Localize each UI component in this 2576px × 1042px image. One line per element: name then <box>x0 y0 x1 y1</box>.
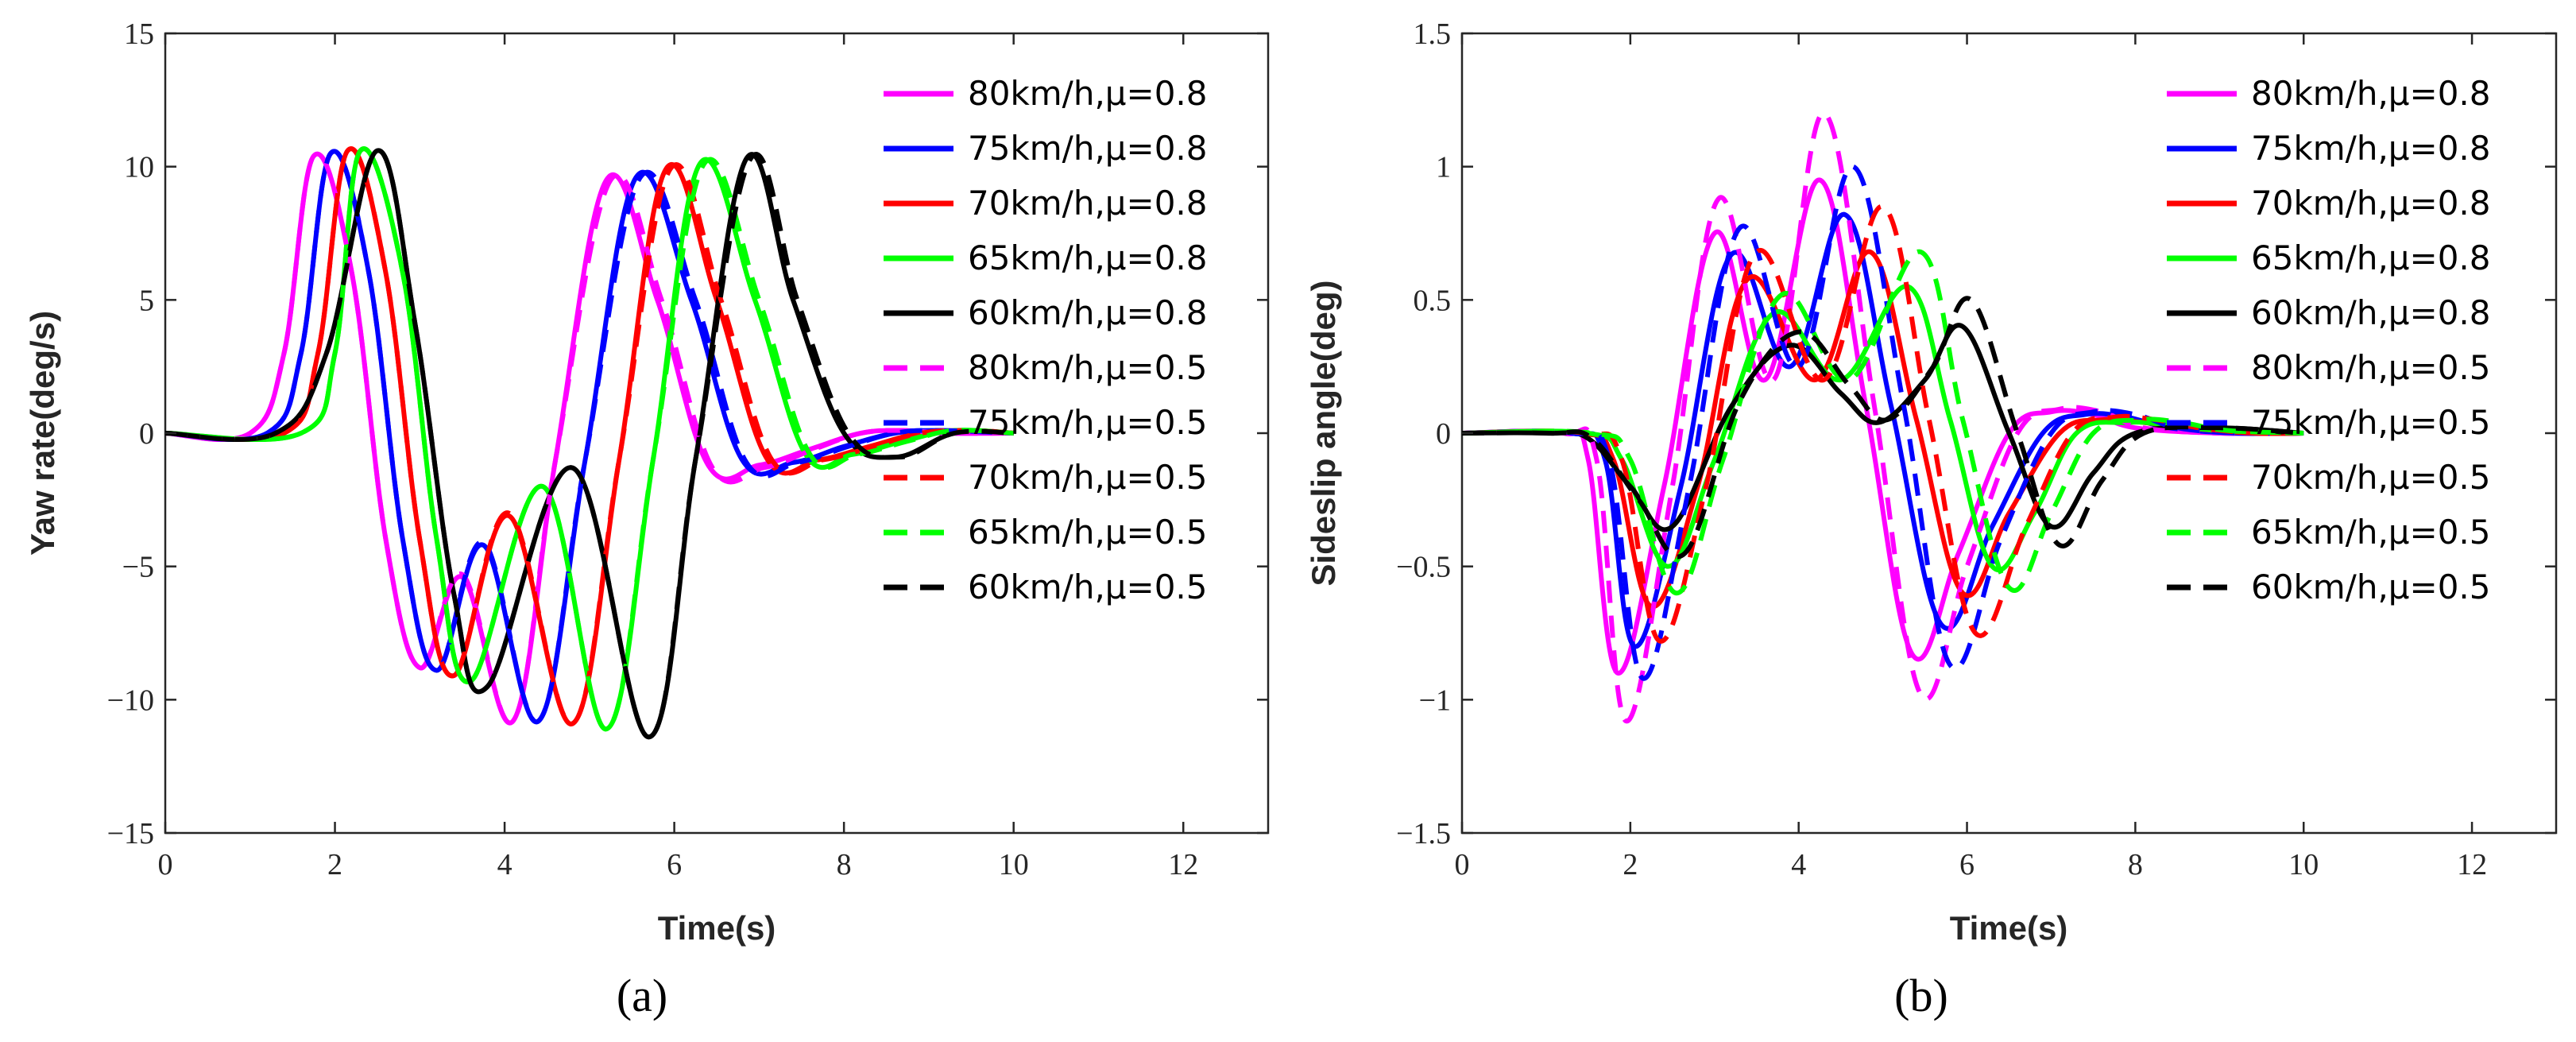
series-line-a-8 <box>164 146 1014 732</box>
series-line-b-9 <box>1461 296 2304 560</box>
y-tick-label-b-6: 1.5 <box>1414 17 1452 51</box>
x-tick-label-a-2: 4 <box>497 848 512 881</box>
legend-label-a-2: 70km/h,μ=0.8 <box>968 184 1208 223</box>
x-tick-label-b-1: 2 <box>1623 848 1638 881</box>
legend-label-b-0: 80km/h,μ=0.8 <box>2251 74 2491 113</box>
x-tick-label-b-6: 12 <box>2457 848 2487 881</box>
legend-label-b-6: 75km/h,μ=0.5 <box>2251 403 2491 442</box>
ticks-a: 0 2 4 6 8 10 12 −15 −10 −5 0 5 10 15 <box>107 17 1268 881</box>
y-tick-label-a-5: 10 <box>124 151 154 184</box>
legend-label-a-6: 75km/h,μ=0.5 <box>968 403 1208 442</box>
y-tick-label-b-0: −1.5 <box>1396 817 1451 850</box>
series-line-b-8 <box>1461 249 2304 596</box>
legend-a: 80km/h,μ=0.8 75km/h,μ=0.8 70km/h,μ=0.8 6… <box>884 74 1208 606</box>
legend-label-b-7: 70km/h,μ=0.5 <box>2251 458 2491 497</box>
y-tick-label-a-1: −10 <box>107 684 154 717</box>
series-line-a-6 <box>164 149 1014 724</box>
y-tick-label-b-1: −1 <box>1419 684 1451 717</box>
x-tick-label-a-1: 2 <box>327 848 342 881</box>
series-line-b-5 <box>1461 110 2304 724</box>
series-line-a-7 <box>164 146 1014 726</box>
chart-b: 0 2 4 6 8 10 12 −1.5 −1 −0.5 0 0.5 1 1.5 80km/h,μ=0.8… <box>1305 17 2558 1021</box>
legend-label-a-1: 75km/h,μ=0.8 <box>968 129 1208 168</box>
ticks-b: 0 2 4 6 8 10 12 −1.5 −1 −0.5 0 0.5 1 1.5 <box>1396 17 2556 881</box>
legend-label-a-4: 60km/h,μ=0.8 <box>968 293 1208 332</box>
legend-label-b-3: 65km/h,μ=0.8 <box>2251 238 2491 277</box>
y-axis-label-a: Yaw rate(deg/s) <box>24 311 61 556</box>
x-tick-label-a-5: 10 <box>999 848 1029 881</box>
legend-label-b-8: 65km/h,μ=0.5 <box>2251 513 2491 552</box>
x-tick-label-b-2: 4 <box>1791 848 1806 881</box>
legend-label-a-0: 80km/h,μ=0.8 <box>968 74 1208 113</box>
legend-label-b-2: 70km/h,μ=0.8 <box>2251 184 2491 223</box>
y-tick-label-a-6: 15 <box>124 17 154 51</box>
series-line-a-5 <box>164 151 1014 726</box>
x-tick-label-b-0: 0 <box>1455 848 1470 881</box>
legend-label-a-9: 60km/h,μ=0.5 <box>968 567 1208 606</box>
legend-label-b-1: 75km/h,μ=0.8 <box>2251 129 2491 168</box>
legend-label-a-3: 65km/h,μ=0.8 <box>968 238 1208 277</box>
series-line-a-9 <box>164 148 1014 740</box>
legend-label-b-5: 80km/h,μ=0.5 <box>2251 348 2491 387</box>
x-tick-label-b-5: 10 <box>2288 848 2319 881</box>
x-tick-label-a-6: 12 <box>1168 848 1198 881</box>
chart-a: 0 2 4 6 8 10 12 −15 −10 −5 0 5 10 15 80km/h,μ=0.8 75k… <box>24 17 1270 1021</box>
series-line-b-7 <box>1461 203 2304 644</box>
y-tick-label-b-4: 0.5 <box>1414 284 1452 317</box>
x-tick-label-a-0: 0 <box>158 848 173 881</box>
x-tick-label-b-4: 8 <box>2128 848 2143 881</box>
legend-label-a-5: 80km/h,μ=0.5 <box>968 348 1208 387</box>
y-axis-label-b: Sideslip angle(deg) <box>1305 280 1342 586</box>
legend-label-b-4: 60km/h,μ=0.8 <box>2251 293 2491 332</box>
y-tick-label-b-5: 1 <box>1436 151 1451 184</box>
x-axis-label-a: Time(s) <box>658 909 776 947</box>
x-axis-label-b: Time(s) <box>1950 909 2068 947</box>
series-layer-a <box>164 146 1014 740</box>
series-line-b-6 <box>1461 164 2304 681</box>
y-tick-label-b-3: 0 <box>1436 417 1451 451</box>
panel-label-a: (a) <box>617 970 667 1021</box>
x-tick-label-a-4: 8 <box>837 848 852 881</box>
y-tick-label-a-4: 5 <box>139 284 154 317</box>
legend-label-a-7: 70km/h,μ=0.5 <box>968 458 1208 497</box>
series-line-b-1 <box>1461 212 2304 649</box>
y-tick-label-a-2: −5 <box>122 551 154 584</box>
series-layer-b <box>1461 110 2304 724</box>
plot-area-a <box>164 32 1270 835</box>
panel-label-b: (b) <box>1894 970 1948 1021</box>
x-tick-label-b-3: 6 <box>1959 848 1975 881</box>
legend-label-a-8: 65km/h,μ=0.5 <box>968 513 1208 552</box>
series-line-b-0 <box>1461 177 2304 676</box>
legend-b: 80km/h,μ=0.8 75km/h,μ=0.8 70km/h,μ=0.8 6… <box>2167 74 2491 606</box>
y-tick-label-a-3: 0 <box>139 417 154 451</box>
x-tick-label-a-3: 6 <box>667 848 682 881</box>
y-tick-label-a-0: −15 <box>107 817 154 850</box>
y-tick-label-b-2: −0.5 <box>1396 551 1451 584</box>
legend-label-b-9: 60km/h,μ=0.5 <box>2251 567 2491 606</box>
